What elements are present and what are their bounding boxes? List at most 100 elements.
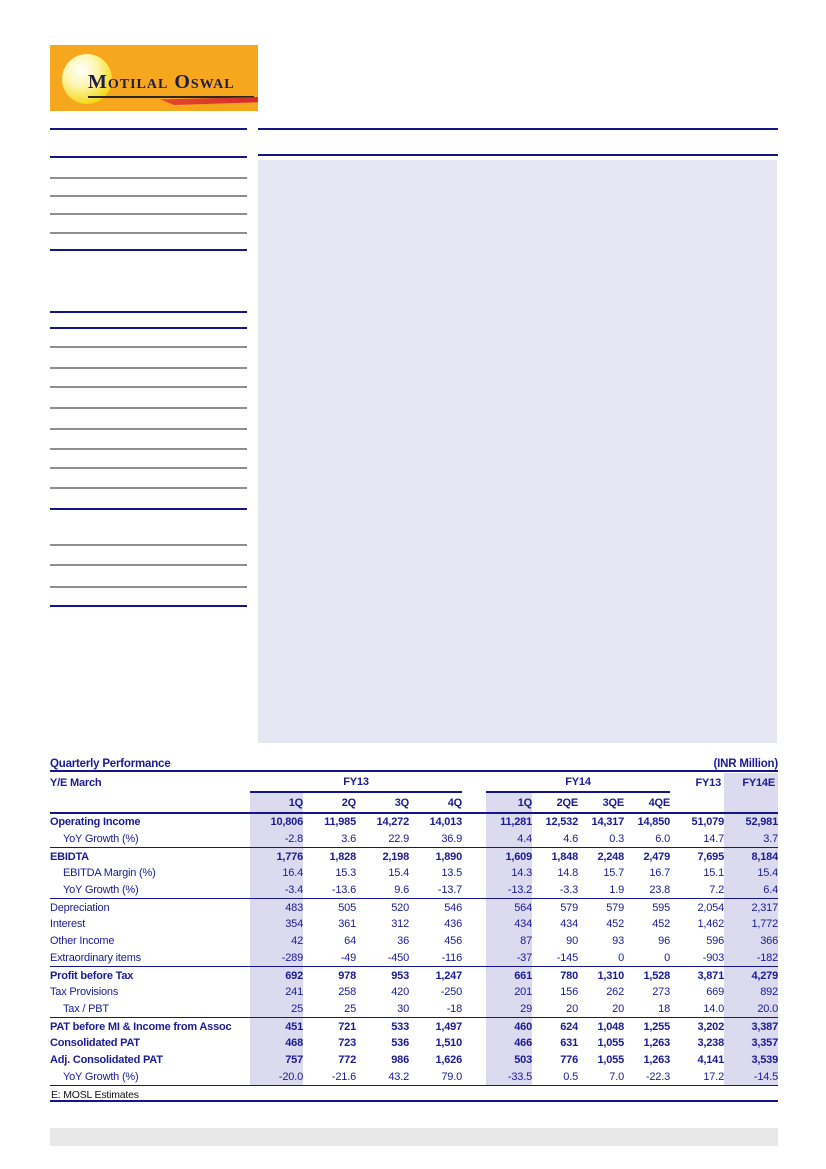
content-placeholder-panel xyxy=(258,160,777,743)
table-row: EBIDTA 1,776 1,828 2,198 1,890 1,609 1,848 2,24… xyxy=(50,847,778,866)
cell-value: 361 xyxy=(338,918,356,931)
cell-value: 312 xyxy=(391,918,409,931)
cell-value: 1,055 xyxy=(597,1037,624,1050)
cell-value: 776 xyxy=(560,1053,578,1066)
cell-value: 505 xyxy=(338,901,356,914)
cell-value: 14.0 xyxy=(670,1000,724,1019)
cell-value: 2,054 xyxy=(697,901,724,914)
cell-value: 2,479 xyxy=(643,850,670,863)
year-header-row: Y/E March FY13 FY14 FY13 FY14E xyxy=(50,773,778,793)
rule-line xyxy=(50,544,247,546)
table-row: YoY Growth (%) -20.0 -21.6 43.2 79.0 -33.5 0.5… xyxy=(50,1068,778,1087)
cell-value: 434 xyxy=(560,918,578,931)
spacer-cell xyxy=(462,1000,486,1019)
cell-value: 10,806 xyxy=(250,813,303,831)
cell-value: 15.7 xyxy=(603,867,624,880)
cell-value: -13.7 xyxy=(409,881,462,900)
rule-line xyxy=(50,249,247,251)
cell-value: 0.5 xyxy=(532,1068,578,1087)
spacer-cell xyxy=(462,984,486,1001)
cell-value: -20.0 xyxy=(250,1068,303,1087)
cell-value: 1,890 xyxy=(435,850,462,863)
cell-value: -3.4 xyxy=(250,881,303,900)
table-row: PAT before MI & Income from Assoc 451 721 5… xyxy=(50,1017,778,1035)
cell-value: 15.3 xyxy=(335,867,356,880)
cell-value: 721 xyxy=(338,1020,356,1033)
cell-value: 533 xyxy=(391,1020,409,1033)
cell-value: 4.6 xyxy=(532,830,578,849)
cell-value: 90 xyxy=(566,935,578,948)
cell-value: 1,828 xyxy=(329,850,356,863)
cell-value: 258 xyxy=(338,986,356,999)
spacer-cell xyxy=(462,792,486,814)
cell-value: 20 xyxy=(578,1000,624,1019)
cell-value: 466 xyxy=(486,1034,532,1052)
table-row: Operating Income 10,806 11,985 14,272 14,013… xyxy=(50,813,778,831)
cell-value: 460 xyxy=(486,1017,532,1035)
cell-value: 366 xyxy=(724,932,778,950)
cell-value: 757 xyxy=(250,1051,303,1069)
cell-value: 1,310 xyxy=(597,969,624,982)
cell-value: 468 xyxy=(250,1034,303,1052)
cell-value: 3,871 xyxy=(697,969,724,982)
quarter-header-row: 1Q 2Q 3Q 4Q 1Q 2QE 3QE 4QE xyxy=(50,792,778,814)
quarter-header: 2Q xyxy=(303,792,356,814)
cell-value: 452 xyxy=(652,918,670,931)
cell-value: 536 xyxy=(391,1037,409,1050)
cell-value: 978 xyxy=(338,969,356,982)
rule-line xyxy=(50,428,247,430)
cell-value: -37 xyxy=(486,949,532,968)
cell-value: 780 xyxy=(560,969,578,982)
cell-value: 30 xyxy=(356,1000,409,1019)
table-footnote: E: MOSL Estimates xyxy=(51,1089,139,1101)
cell-value: -250 xyxy=(440,986,462,999)
cell-value: 36.9 xyxy=(409,830,462,849)
header-rule xyxy=(258,154,778,156)
spacer-cell xyxy=(462,848,486,865)
quarter-header: 1Q xyxy=(486,792,532,814)
cell-value: 7,695 xyxy=(697,850,724,863)
cell-value: 4,279 xyxy=(724,966,778,984)
quarter-header: 3Q xyxy=(356,792,409,814)
cell-value: -33.5 xyxy=(486,1068,532,1087)
cell-value: 520 xyxy=(391,901,409,914)
cell-value: -3.3 xyxy=(532,881,578,900)
cell-value: -18 xyxy=(409,1000,462,1019)
rule-line xyxy=(50,605,247,607)
rule-line xyxy=(50,508,247,510)
cell-value: 456 xyxy=(444,935,462,948)
rule-line xyxy=(50,195,247,197)
rule-line xyxy=(50,346,247,348)
quarter-header: 4Q xyxy=(409,792,462,814)
cell-value: 43.2 xyxy=(356,1068,409,1087)
row-label: Other Income xyxy=(50,935,115,948)
cell-value: -22.3 xyxy=(624,1068,670,1087)
cell-value: 4,141 xyxy=(697,1053,724,1066)
row-label: Extraordinary items xyxy=(50,949,250,968)
cell-value: 96 xyxy=(658,935,670,948)
cell-value: -289 xyxy=(250,949,303,968)
cell-value: 156 xyxy=(560,986,578,999)
cell-value: 1,048 xyxy=(597,1020,624,1033)
cell-value: 546 xyxy=(444,901,462,914)
cell-value: 273 xyxy=(652,986,670,999)
row-label: Interest xyxy=(50,918,86,931)
cell-value: 11,281 xyxy=(486,813,532,831)
cell-value: 624 xyxy=(560,1020,578,1033)
cell-value: 3,238 xyxy=(697,1037,724,1050)
table-row: YoY Growth (%) -2.8 3.6 22.9 36.9 4.4 4.6 0.3 6.… xyxy=(50,830,778,849)
spacer-cell xyxy=(462,1035,486,1052)
table-row: Extraordinary items -289 -49 -450 -116 -37 -14… xyxy=(50,949,778,968)
quarter-header: 1Q xyxy=(250,792,303,814)
table-row: EBITDA Margin (%) 16.4 15.3 15.4 13.5 14.3 14.… xyxy=(50,865,778,882)
cell-value: -145 xyxy=(532,949,578,968)
table-title: Quarterly Performance xyxy=(50,758,171,770)
cell-value: 7.0 xyxy=(578,1068,624,1087)
cell-value: 354 xyxy=(250,916,303,933)
blank-cell xyxy=(50,792,250,814)
rule-line xyxy=(50,386,247,388)
table-row: Depreciation 483 505 520 546 564 579 579 595 2,05… xyxy=(50,898,778,917)
rule-line xyxy=(50,467,247,469)
cell-value: 2,198 xyxy=(382,850,409,863)
